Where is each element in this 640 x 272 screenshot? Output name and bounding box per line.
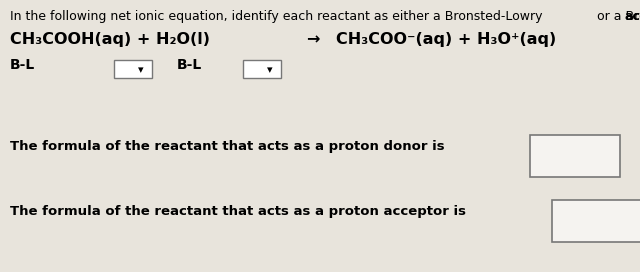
Text: CH₃COO⁻(aq) + H₃O⁺(aq): CH₃COO⁻(aq) + H₃O⁺(aq) [337,32,557,47]
Text: CH₃COOH(aq) + H₂O(l): CH₃COOH(aq) + H₂O(l) [10,32,210,47]
Text: .: . [636,10,639,23]
Text: acid: acid [624,10,640,23]
Text: ▾: ▾ [138,65,143,75]
FancyBboxPatch shape [531,135,620,177]
Text: ▾: ▾ [268,65,273,75]
Text: The formula of the reactant that acts as a proton acceptor is: The formula of the reactant that acts as… [10,205,466,218]
Text: B-L: B-L [10,58,35,72]
Text: →: → [306,32,319,47]
Text: or a Bronsted-Lowry: or a Bronsted-Lowry [593,10,640,23]
FancyBboxPatch shape [552,200,640,242]
Text: B-L: B-L [177,58,202,72]
Text: The formula of the reactant that acts as a proton donor is: The formula of the reactant that acts as… [10,140,445,153]
FancyBboxPatch shape [114,60,152,78]
Text: In the following net ionic equation, identify each reactant as either a Bronsted: In the following net ionic equation, ide… [10,10,547,23]
FancyBboxPatch shape [243,60,282,78]
